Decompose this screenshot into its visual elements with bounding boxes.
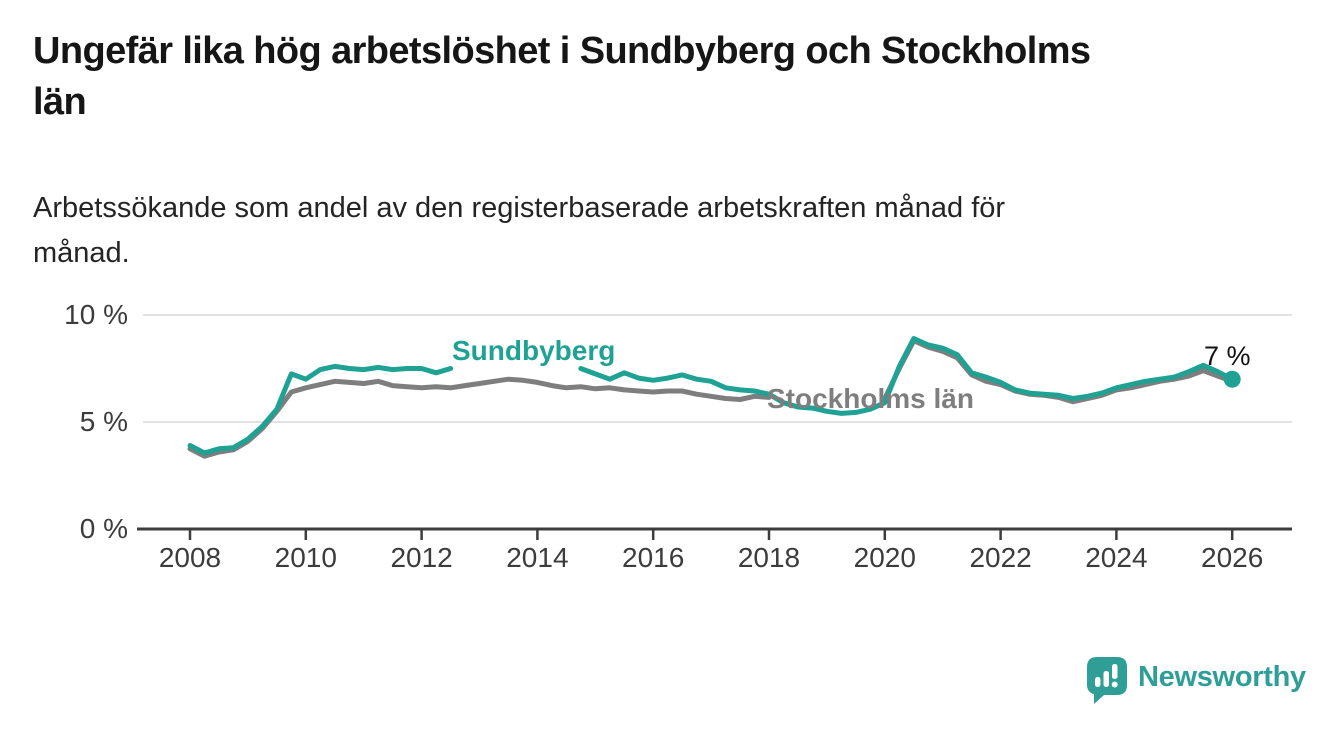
x-axis-tick-label: 2014 [506,542,569,573]
x-axis-tick-label: 2018 [737,542,801,573]
chart-title-line2: län [33,81,87,123]
series-line-sundbyberg [187,363,454,456]
chart-subtitle-line2: månad. [33,237,130,269]
x-axis-tick-label: 2020 [853,542,916,573]
newsworthy-logo-text: Newsworthy [1138,660,1306,693]
x-axis-tick-label: 2024 [1085,542,1148,573]
y-axis-tick-label-10: 10 % [64,299,128,330]
x-axis-tick-label: 2022 [969,542,1032,573]
chart-subtitle-line1: Arbetssökande som andel av den registerb… [33,192,1006,224]
series-label-sundbyberg: Sundbyberg [452,335,616,366]
chart-subtitle: Arbetssökande som andel av den registerb… [33,186,1253,276]
x-axis-tick-label: 2016 [622,542,685,573]
series-label-stockholms-lan: Stockholms län [767,383,974,414]
x-axis-tick-label: 2010 [274,542,337,573]
newsworthy-logo: Newsworthy [1086,656,1306,704]
y-axis-tick-label-0: 0 % [79,513,128,544]
series-end-dot [1223,370,1241,388]
series-line-sundbyberg [578,336,1235,416]
x-axis-tick-label: 2012 [390,542,453,573]
chart-title: Ungefär lika hög arbetslöshet i Sundbybe… [33,26,1318,128]
end-value-annotation: 7 % [1204,341,1251,371]
x-axis-tick-label: 2008 [158,542,222,573]
chart-title-line1: Ungefär lika hög arbetslöshet i Sundbybe… [33,30,1091,72]
x-axis-tick-label: 2026 [1201,542,1264,573]
series-line-stockholms-lan [187,376,772,459]
newsworthy-logo-icon [1087,657,1127,704]
y-axis-tick-label-5: 5 % [79,406,128,437]
